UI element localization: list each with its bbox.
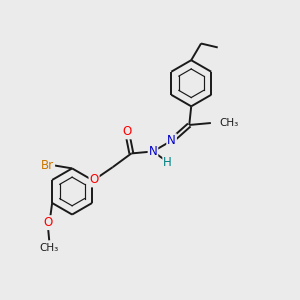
- Text: N: N: [167, 134, 176, 147]
- Text: CH₃: CH₃: [40, 243, 59, 253]
- Text: H: H: [163, 156, 172, 169]
- Text: O: O: [44, 216, 53, 229]
- Text: N: N: [148, 145, 157, 158]
- Text: O: O: [123, 125, 132, 138]
- Text: CH₃: CH₃: [220, 118, 239, 128]
- Text: Br: Br: [41, 159, 54, 172]
- Text: O: O: [89, 173, 99, 186]
